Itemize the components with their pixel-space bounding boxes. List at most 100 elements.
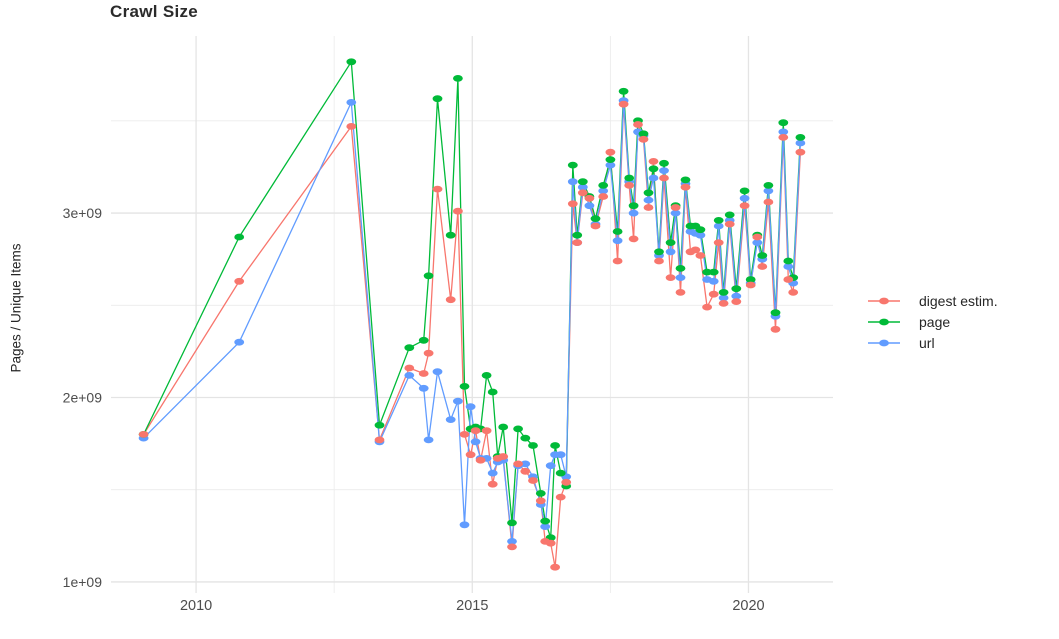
legend-marker-url-icon	[867, 336, 901, 350]
data-point-digest	[475, 456, 486, 464]
series-url-line	[143, 99, 802, 542]
data-point-page	[404, 344, 415, 352]
page-key-glyph-icon	[868, 318, 900, 325]
data-point-page	[795, 134, 806, 141]
data-point-digest	[633, 121, 643, 128]
data-point-page	[346, 58, 357, 66]
data-point-digest	[567, 200, 578, 208]
data-point-digest	[739, 202, 750, 210]
data-point-url	[598, 187, 609, 195]
legend-item-digest-estim: digest estim.	[867, 290, 998, 311]
data-point-url	[487, 469, 498, 477]
data-point-page	[654, 248, 664, 256]
data-point-digest	[680, 183, 691, 191]
data-point-url	[605, 161, 616, 169]
data-point-page	[778, 119, 789, 127]
data-point-digest	[752, 233, 763, 241]
data-point-page	[572, 231, 583, 239]
data-point-url	[670, 209, 681, 217]
data-point-digest	[713, 239, 724, 247]
digest-key-glyph-icon	[868, 297, 900, 304]
data-point-url	[731, 292, 742, 300]
data-point-digest	[470, 427, 481, 435]
data-point-url	[763, 187, 774, 195]
data-point-page	[675, 265, 686, 272]
data-point-page	[757, 252, 768, 259]
legend-label-digest: digest estim.	[919, 292, 998, 309]
data-point-url	[465, 403, 476, 411]
data-point-page	[567, 161, 578, 169]
legend-item-url: url	[867, 332, 998, 353]
data-point-digest	[628, 235, 639, 243]
legend-marker-page-icon	[867, 315, 901, 329]
data-point-digest	[404, 364, 415, 372]
data-point-url	[783, 263, 794, 270]
data-point-page	[643, 189, 654, 197]
data-point-page	[708, 268, 719, 276]
data-point-digest	[718, 300, 729, 307]
data-point-digest	[763, 198, 774, 206]
data-point-page	[432, 95, 443, 103]
data-point-digest	[724, 220, 735, 228]
data-point-page	[598, 182, 609, 189]
data-point-digest	[234, 277, 245, 285]
data-point-url	[234, 338, 245, 346]
data-point-digest	[346, 123, 357, 130]
data-point-url	[584, 202, 595, 210]
data-point-url	[555, 451, 566, 459]
data-point-digest	[695, 252, 706, 259]
data-point-page	[520, 434, 531, 442]
data-point-page	[374, 421, 385, 429]
data-point-page	[498, 423, 509, 431]
data-point-digest	[545, 539, 556, 547]
data-point-digest	[788, 289, 799, 296]
data-point-digest	[618, 100, 629, 108]
data-point-url	[432, 368, 443, 376]
data-point-page	[628, 202, 639, 210]
y-axis-title: Pages / Unique Items	[8, 243, 24, 373]
data-point-digest	[445, 296, 456, 304]
data-point-digest	[423, 349, 434, 357]
data-point-digest	[561, 478, 572, 486]
data-point-digest	[374, 436, 385, 444]
data-point-url	[418, 384, 429, 392]
data-point-url	[778, 128, 789, 136]
data-point-url	[675, 274, 686, 281]
data-point-digest	[520, 467, 531, 475]
data-point-page	[540, 517, 551, 525]
data-point-digest	[643, 204, 654, 211]
x-tick-label: 2015	[456, 598, 488, 614]
data-point-digest	[432, 185, 443, 193]
data-point-digest	[590, 222, 601, 230]
data-point-digest	[453, 207, 463, 215]
data-point-digest	[528, 477, 538, 484]
data-point-digest	[665, 274, 676, 281]
data-point-page	[555, 469, 566, 477]
data-point-page	[624, 174, 635, 182]
data-point-digest	[659, 174, 669, 182]
data-point-digest	[795, 148, 806, 156]
data-point-digest	[670, 204, 681, 211]
data-point-page	[445, 231, 456, 239]
data-point-digest	[648, 158, 659, 165]
data-point-url	[695, 231, 706, 239]
data-point-page	[763, 182, 774, 189]
data-point-page	[718, 289, 729, 296]
data-point-digest	[513, 460, 523, 468]
data-point-digest	[418, 370, 429, 377]
data-point-page	[659, 159, 669, 167]
data-point-page	[507, 519, 517, 527]
y-tick-label: 3e+09	[63, 205, 103, 221]
data-point-digest	[584, 194, 595, 202]
data-point-digest	[757, 263, 768, 270]
data-point-digest	[535, 497, 546, 505]
data-point-page	[459, 383, 470, 390]
data-point-url	[665, 248, 676, 256]
data-point-page	[418, 336, 429, 344]
data-point-digest	[498, 453, 509, 460]
data-point-digest	[577, 189, 588, 197]
data-point-digest	[481, 427, 492, 435]
data-point-digest	[783, 276, 794, 283]
data-point-page	[605, 156, 616, 164]
